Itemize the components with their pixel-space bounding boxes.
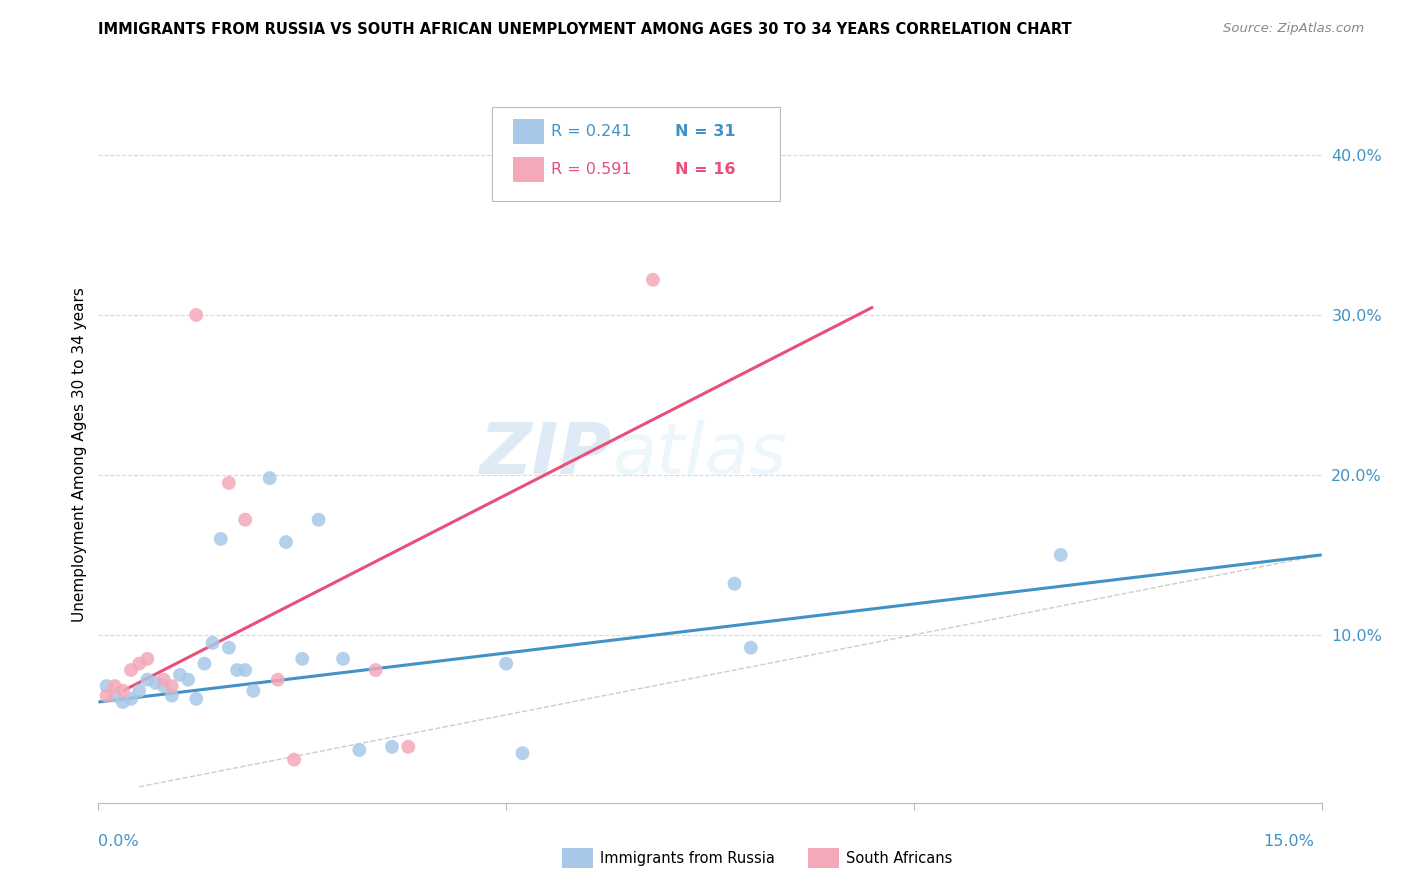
Point — [193, 657, 215, 671]
Point — [495, 657, 517, 671]
Point — [396, 739, 419, 754]
Text: atlas: atlas — [612, 420, 787, 490]
Text: IMMIGRANTS FROM RUSSIA VS SOUTH AFRICAN UNEMPLOYMENT AMONG AGES 30 TO 34 YEARS C: IMMIGRANTS FROM RUSSIA VS SOUTH AFRICAN … — [98, 22, 1071, 37]
Text: 15.0%: 15.0% — [1264, 834, 1315, 849]
Point — [186, 691, 208, 706]
Text: N = 31: N = 31 — [675, 124, 735, 138]
Point — [120, 663, 142, 677]
Text: N = 16: N = 16 — [675, 162, 735, 177]
Point — [111, 683, 134, 698]
Text: 0.0%: 0.0% — [98, 834, 139, 849]
Point — [512, 746, 534, 760]
Point — [364, 663, 387, 677]
Point — [152, 673, 174, 687]
Text: Source: ZipAtlas.com: Source: ZipAtlas.com — [1223, 22, 1364, 36]
Point — [218, 640, 240, 655]
Point — [104, 689, 127, 703]
Point — [308, 513, 330, 527]
Text: South Africans: South Africans — [846, 851, 953, 865]
Point — [291, 652, 314, 666]
Point — [723, 576, 745, 591]
Text: R = 0.591: R = 0.591 — [551, 162, 631, 177]
Point — [177, 673, 200, 687]
Point — [233, 513, 256, 527]
Point — [96, 679, 118, 693]
Text: Immigrants from Russia: Immigrants from Russia — [600, 851, 775, 865]
Point — [349, 743, 371, 757]
Point — [641, 273, 664, 287]
Text: ZIP: ZIP — [479, 420, 612, 490]
Text: R = 0.241: R = 0.241 — [551, 124, 631, 138]
Point — [1049, 548, 1071, 562]
Point — [169, 668, 191, 682]
Point — [160, 679, 183, 693]
Point — [283, 753, 305, 767]
Point — [274, 535, 297, 549]
Point — [104, 679, 127, 693]
Point — [136, 652, 159, 666]
Point — [740, 640, 762, 655]
Point — [152, 679, 174, 693]
Point — [128, 683, 150, 698]
Point — [145, 676, 167, 690]
Y-axis label: Unemployment Among Ages 30 to 34 years: Unemployment Among Ages 30 to 34 years — [72, 287, 87, 623]
Point — [160, 689, 183, 703]
Point — [242, 683, 264, 698]
Point — [233, 663, 256, 677]
Point — [201, 636, 224, 650]
Point — [209, 532, 232, 546]
Point — [186, 308, 208, 322]
Point — [96, 689, 118, 703]
Point — [128, 657, 150, 671]
Point — [218, 475, 240, 490]
Point — [259, 471, 281, 485]
Point — [111, 695, 134, 709]
Point — [120, 691, 142, 706]
Point — [332, 652, 354, 666]
Point — [267, 673, 290, 687]
Point — [136, 673, 159, 687]
Point — [226, 663, 249, 677]
Point — [381, 739, 404, 754]
